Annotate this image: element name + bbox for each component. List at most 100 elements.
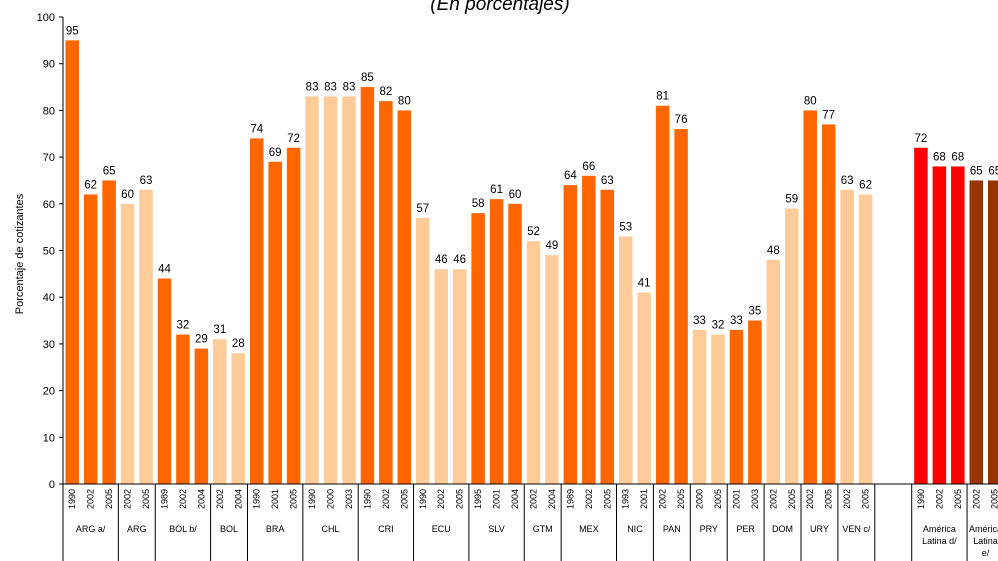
bar-value-label: 65 [970, 165, 983, 177]
y-tick-label: 70 [43, 152, 55, 164]
bar-value-label: 60 [509, 189, 522, 201]
x-tick-label: 2002 [805, 489, 815, 509]
bar-value-label: 63 [140, 175, 153, 187]
bar [397, 110, 412, 485]
x-category-label: PRY [700, 524, 718, 534]
x-tick-label: 2005 [990, 489, 998, 509]
x-tick-label: 2002 [215, 489, 225, 509]
x-category-label: CRI [378, 524, 394, 534]
x-tick-label: 2000 [695, 489, 705, 509]
bar-value-label: 85 [361, 72, 374, 84]
x-tick-label: 1990 [916, 489, 926, 509]
x-tick-label: 2005 [824, 489, 834, 509]
bar [342, 96, 356, 484]
bar-value-label: 83 [306, 81, 319, 93]
x-tick-label: 2004 [510, 489, 520, 509]
bar [249, 138, 264, 485]
x-category-label: SLV [488, 524, 504, 534]
x-tick-label: 2001 [270, 489, 280, 509]
x-category-label: BOL [220, 524, 238, 534]
x-tick-label: 1990 [418, 489, 428, 509]
bar [674, 129, 688, 484]
x-category-label: VEN c/ [842, 524, 871, 534]
x-category-label: GTM [533, 524, 553, 534]
bar [65, 40, 79, 484]
bar [803, 110, 817, 485]
x-tick-label: 2004 [196, 489, 206, 509]
bar [785, 208, 799, 484]
x-tick-label: 2002 [528, 489, 538, 509]
bar [821, 124, 836, 484]
bar [194, 348, 209, 484]
bar [120, 203, 135, 485]
bar-value-label: 60 [121, 189, 134, 201]
x-tick-label: 2002 [934, 489, 944, 509]
x-tick-label: 2001 [731, 489, 741, 509]
x-tick-label: 2003 [344, 489, 354, 509]
bar-value-label: 63 [841, 175, 854, 187]
bar-value-label: 82 [379, 86, 392, 98]
x-tick-label: 1990 [252, 489, 262, 509]
x-tick-label: 2002 [658, 489, 668, 509]
bar [637, 292, 651, 484]
x-tick-label: 1995 [473, 489, 483, 509]
bar-value-label: 65 [988, 165, 998, 177]
x-category-label: DOM [772, 524, 793, 534]
bar-value-label: 33 [693, 315, 706, 327]
x-tick-label: 2001 [639, 489, 649, 509]
bar-value-label: 72 [287, 133, 300, 145]
x-category-label: MEX [579, 524, 599, 534]
bar-value-label: 62 [84, 179, 97, 191]
x-tick-label: 2004 [233, 489, 243, 509]
bar-value-label: 53 [619, 221, 632, 233]
bar-value-label: 63 [601, 175, 614, 187]
bar-value-label: 62 [859, 179, 872, 191]
bar [268, 161, 282, 484]
bar-value-label: 49 [546, 240, 559, 252]
bar [563, 185, 578, 484]
x-category-label: BOL b/ [169, 524, 197, 534]
bar-value-label: 32 [712, 320, 725, 332]
bar [987, 180, 998, 484]
bar [526, 241, 541, 484]
x-tick-label: 2005 [104, 489, 114, 509]
bar [600, 189, 615, 485]
y-tick-label: 60 [43, 199, 55, 211]
bar [379, 101, 393, 484]
x-tick-label: 2005 [141, 489, 151, 509]
bar [914, 147, 928, 484]
x-category-label: CHL [322, 524, 340, 534]
bar-value-label: 46 [435, 254, 448, 266]
bar [83, 194, 98, 484]
bar [489, 199, 504, 484]
bar-value-label: 52 [527, 226, 540, 238]
bar-value-label: 69 [269, 147, 282, 159]
bar-value-label: 68 [951, 151, 964, 163]
x-tick-label: 2005 [713, 489, 723, 509]
bar-value-label: 41 [638, 278, 651, 290]
bar [102, 180, 116, 484]
bar [508, 203, 522, 485]
bar [729, 329, 744, 484]
bar [692, 329, 707, 484]
bar-value-label: 68 [933, 151, 946, 163]
bar-value-label: 81 [656, 91, 669, 103]
bar-value-label: 95 [66, 25, 79, 37]
bar [711, 334, 725, 484]
y-tick-label: 90 [43, 59, 55, 71]
y-tick-label: 10 [43, 432, 55, 444]
bar [748, 320, 762, 484]
bar [213, 339, 227, 484]
bar-value-label: 80 [804, 95, 817, 107]
bar [951, 166, 965, 484]
bar-value-label: 33 [730, 315, 743, 327]
chart-subtitle: (En porcentajes) [430, 0, 570, 15]
x-tick-label: 2005 [787, 489, 797, 509]
y-tick-label: 80 [43, 105, 55, 117]
y-axis-label: Porcentaje de cotizantes [14, 193, 26, 315]
bar-value-label: 65 [103, 165, 116, 177]
x-tick-label: 2002 [123, 489, 133, 509]
bar [840, 189, 854, 485]
bar-value-label: 61 [490, 184, 503, 196]
bar-value-label: 35 [748, 306, 761, 318]
